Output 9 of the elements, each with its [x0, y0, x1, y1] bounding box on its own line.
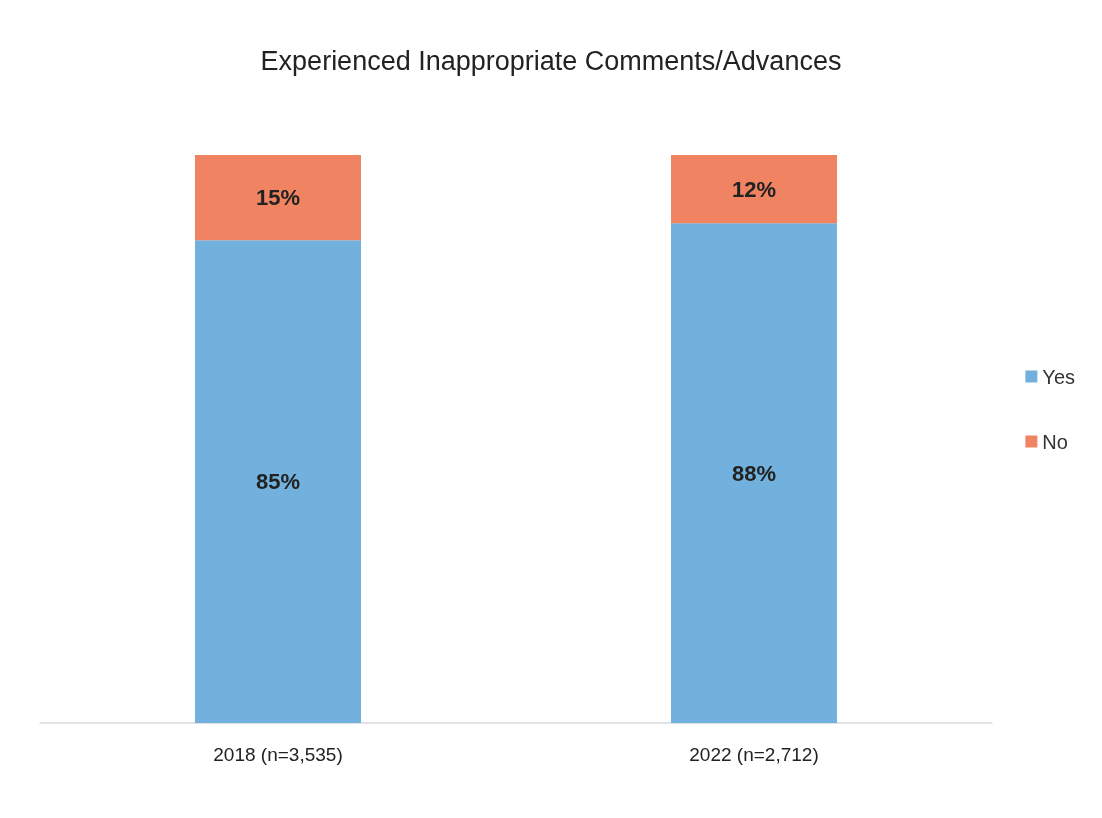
- legend-label: Yes: [1042, 365, 1076, 388]
- chart-title: Experienced Inappropriate Comments/Advances: [260, 45, 842, 76]
- x-tick-label: 2022 (n=2,712): [689, 744, 819, 765]
- data-label: 12%: [731, 176, 777, 202]
- data-label: 85%: [255, 469, 301, 495]
- legend-label: No: [1042, 430, 1068, 453]
- data-label: 15%: [255, 185, 301, 211]
- data-label: 88%: [731, 460, 777, 486]
- x-tick-label: 2018 (n=3,535): [213, 744, 343, 765]
